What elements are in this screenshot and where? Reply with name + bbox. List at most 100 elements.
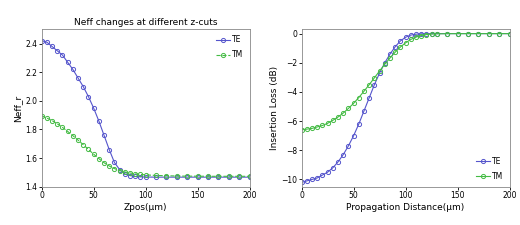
TM bbox=[80, 143, 86, 146]
TE bbox=[340, 153, 346, 156]
TM bbox=[184, 175, 190, 178]
TM bbox=[194, 175, 201, 178]
TM bbox=[111, 167, 118, 170]
TM bbox=[335, 116, 341, 118]
TM bbox=[122, 171, 128, 173]
TE bbox=[174, 176, 180, 178]
TM bbox=[387, 57, 393, 59]
TM bbox=[340, 112, 346, 115]
TE bbox=[309, 178, 315, 181]
TE bbox=[366, 97, 372, 99]
TE bbox=[350, 134, 357, 137]
TM bbox=[454, 32, 461, 35]
TM bbox=[496, 32, 502, 35]
TE bbox=[38, 39, 45, 42]
TM bbox=[132, 173, 138, 175]
TM bbox=[174, 175, 180, 177]
TE bbox=[330, 166, 336, 169]
TE bbox=[75, 76, 81, 79]
TE bbox=[496, 32, 502, 35]
TM bbox=[38, 115, 45, 117]
TM bbox=[371, 76, 378, 79]
TE bbox=[428, 32, 435, 35]
Y-axis label: Neff_r: Neff_r bbox=[14, 94, 23, 122]
TE bbox=[163, 176, 170, 178]
TM bbox=[434, 32, 440, 35]
TM bbox=[402, 41, 409, 44]
TE bbox=[101, 134, 107, 137]
TM bbox=[226, 175, 232, 178]
TE bbox=[90, 107, 97, 109]
TE bbox=[184, 176, 190, 178]
TE bbox=[319, 174, 326, 176]
TE bbox=[506, 32, 513, 35]
TM bbox=[64, 130, 71, 133]
TM bbox=[75, 139, 81, 142]
TE bbox=[361, 110, 367, 112]
TM bbox=[59, 126, 66, 129]
TM bbox=[309, 127, 315, 130]
TE bbox=[454, 32, 461, 35]
TE bbox=[486, 32, 492, 35]
TE bbox=[132, 175, 138, 178]
TM bbox=[116, 169, 123, 172]
TM bbox=[215, 175, 222, 178]
TE bbox=[324, 171, 331, 173]
TM bbox=[330, 119, 336, 122]
Line: TE: TE bbox=[40, 39, 252, 179]
TM bbox=[356, 96, 362, 99]
TM bbox=[366, 83, 372, 86]
TE bbox=[314, 177, 320, 179]
TM bbox=[475, 32, 482, 35]
TE bbox=[215, 176, 222, 178]
TE bbox=[423, 32, 430, 35]
TE bbox=[371, 83, 378, 86]
Line: TM: TM bbox=[300, 32, 512, 132]
TM bbox=[70, 134, 76, 137]
TE bbox=[49, 45, 55, 48]
TE bbox=[96, 119, 102, 122]
TE bbox=[54, 49, 60, 52]
TE bbox=[111, 161, 118, 164]
TM bbox=[465, 32, 471, 35]
TE bbox=[444, 32, 450, 35]
TE bbox=[408, 34, 414, 36]
TE bbox=[122, 173, 128, 175]
TM bbox=[350, 102, 357, 105]
TE bbox=[116, 168, 123, 171]
Y-axis label: Insertion Loss (dB): Insertion Loss (dB) bbox=[270, 66, 279, 150]
TE bbox=[413, 33, 419, 36]
TE bbox=[85, 95, 92, 98]
Title: Neff changes at different z-cuts: Neff changes at different z-cuts bbox=[74, 18, 217, 27]
TM bbox=[90, 153, 97, 155]
TE bbox=[434, 32, 440, 35]
TE bbox=[356, 123, 362, 125]
TM bbox=[298, 128, 305, 131]
TM bbox=[304, 128, 310, 130]
TE bbox=[345, 145, 352, 147]
TE bbox=[465, 32, 471, 35]
TE bbox=[80, 85, 86, 88]
TE bbox=[382, 61, 388, 64]
TM bbox=[376, 70, 383, 72]
TE bbox=[194, 176, 201, 178]
TM bbox=[106, 165, 112, 167]
TE bbox=[246, 176, 253, 178]
TE bbox=[127, 174, 133, 177]
TM bbox=[423, 33, 430, 36]
TE bbox=[392, 45, 398, 48]
TM bbox=[361, 90, 367, 92]
Legend: TE, TM: TE, TM bbox=[474, 154, 506, 183]
TE bbox=[475, 32, 482, 35]
TE bbox=[44, 41, 50, 43]
Line: TE: TE bbox=[300, 32, 512, 184]
TM bbox=[418, 34, 424, 37]
TM bbox=[314, 126, 320, 128]
TE bbox=[387, 53, 393, 55]
TE bbox=[70, 68, 76, 71]
TE bbox=[304, 180, 310, 182]
TM bbox=[397, 46, 404, 48]
Line: TM: TM bbox=[40, 114, 252, 178]
TM bbox=[96, 157, 102, 160]
TE bbox=[226, 176, 232, 178]
